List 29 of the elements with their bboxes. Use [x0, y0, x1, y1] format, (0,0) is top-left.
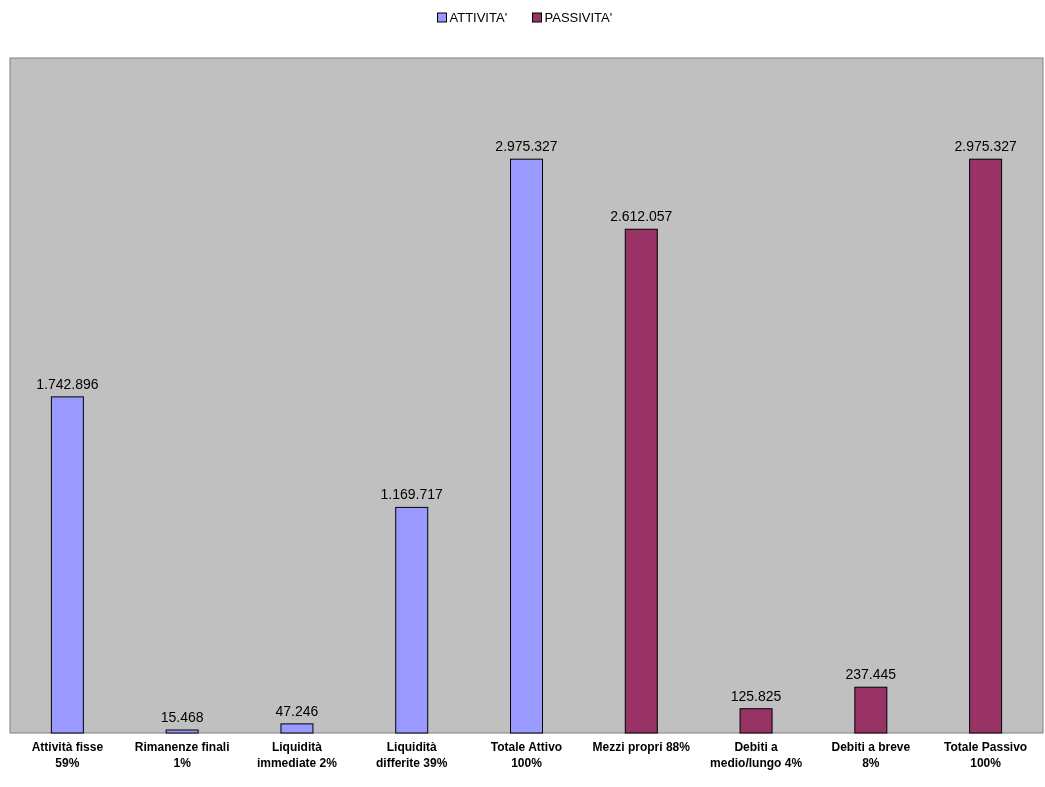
x-tick-label: Debiti a breve 8%	[831, 740, 911, 770]
bar	[969, 158, 1003, 734]
data-label: 47.246	[275, 702, 319, 719]
x-tick-label: Totale Passivo 100%	[944, 740, 1028, 770]
bar	[624, 228, 658, 734]
bar	[854, 686, 888, 734]
data-label: 1.169.717	[380, 486, 444, 503]
x-tick-label: Mezzi propri 88%	[592, 740, 691, 754]
data-label: 2.975.327	[495, 138, 558, 155]
bar	[50, 396, 84, 734]
x-tick-label: Totale Attivo 100%	[490, 740, 563, 770]
data-label: 2.975.327	[954, 138, 1017, 155]
legend-label: PASSIVITA'	[544, 10, 613, 25]
x-tick-label: Attività fisse 59%	[31, 740, 104, 770]
data-label: 1.742.896	[36, 375, 99, 392]
bar	[395, 506, 429, 734]
x-tick-label: Debiti a medio/lungo 4%	[710, 740, 803, 770]
bar	[739, 708, 773, 734]
data-label: 15.468	[160, 709, 204, 726]
legend-label: ATTIVITA'	[449, 10, 508, 25]
bar	[510, 158, 543, 734]
data-label: 125.825	[730, 687, 782, 704]
bar	[280, 723, 314, 734]
x-tick-label: Liquidità immediate 2%	[256, 740, 338, 770]
x-tick-label: Liquidità differite 39%	[376, 740, 448, 770]
bar	[165, 729, 199, 734]
data-label: 2.612.057	[610, 208, 673, 225]
data-label: 237.445	[845, 666, 897, 683]
x-tick-label: Rimanenze finali 1%	[134, 740, 230, 770]
